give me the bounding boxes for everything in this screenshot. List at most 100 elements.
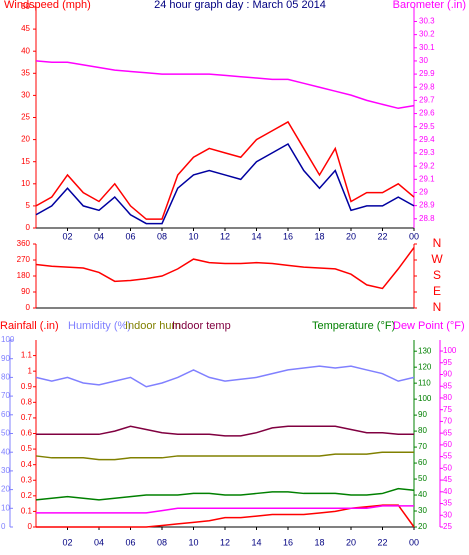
y-tick-label: 28.8 xyxy=(419,214,435,223)
x-tick-label: 10 xyxy=(188,537,198,547)
x-tick-label: 12 xyxy=(220,537,230,547)
y-tick-label: 60 xyxy=(418,458,427,467)
y-tick-label: 90 xyxy=(418,410,427,419)
series-line xyxy=(36,505,414,514)
y-tick-label: N xyxy=(433,236,442,250)
y-tick-label: 85 xyxy=(443,381,452,390)
y-tick-label: 29 xyxy=(419,188,428,197)
y-tick-label: 10 xyxy=(21,179,30,188)
series-line xyxy=(35,143,415,225)
y-tick-label: 45 xyxy=(21,24,30,33)
y-tick-label: 30 xyxy=(443,510,452,519)
y-tick-label: 0 xyxy=(26,303,31,312)
y-tick-label: 110 xyxy=(418,378,431,387)
y-tick-label: 75 xyxy=(443,405,452,414)
legend-label: Indoor temp xyxy=(172,320,231,332)
legend-label: Windspeed (mph) xyxy=(4,0,91,11)
y-tick-label: 5 xyxy=(26,201,31,210)
y-tick-label: 0.2 xyxy=(21,491,33,500)
x-tick-label: 20 xyxy=(346,231,356,241)
x-tick-label: 18 xyxy=(314,231,324,241)
x-tick-label: 18 xyxy=(314,537,324,547)
x-tick-label: 06 xyxy=(125,537,135,547)
y-tick-label: 0.5 xyxy=(21,444,33,453)
y-tick-label: 29.2 xyxy=(419,161,435,170)
y-tick-label: 120 xyxy=(418,362,432,371)
y-tick-label: 270 xyxy=(17,255,31,264)
y-tick-label: 10 xyxy=(1,503,10,512)
y-tick-label: 29.4 xyxy=(419,135,435,144)
y-tick-label: 30 xyxy=(21,91,30,100)
x-tick-label: 22 xyxy=(377,231,387,241)
y-tick-label: 45 xyxy=(443,475,452,484)
x-tick-label: 04 xyxy=(94,231,104,241)
y-tick-label: 29.3 xyxy=(419,148,435,157)
y-tick-label: 0.1 xyxy=(21,507,33,516)
y-tick-label: 50 xyxy=(1,429,10,438)
x-tick-label: 14 xyxy=(251,537,261,547)
chart-title: 24 hour graph day : March 05 2014 xyxy=(154,0,326,11)
series-line xyxy=(35,247,415,290)
y-tick-label: 29.9 xyxy=(419,69,435,78)
x-tick-label: 06 xyxy=(125,231,135,241)
series-line xyxy=(35,451,414,461)
y-tick-label: 0 xyxy=(26,223,31,232)
y-tick-label: 90 xyxy=(443,370,452,379)
y-tick-label: 90 xyxy=(21,287,30,296)
y-tick-label: 0.7 xyxy=(21,413,33,422)
x-tick-label: 16 xyxy=(283,537,293,547)
y-tick-label: 30.2 xyxy=(419,30,435,39)
y-tick-label: E xyxy=(433,284,441,298)
y-tick-label: 40 xyxy=(1,447,10,456)
y-tick-label: 28.9 xyxy=(419,201,435,210)
legend-label: Barometer (.in) xyxy=(393,0,466,11)
x-tick-label: 14 xyxy=(251,231,261,241)
y-tick-label: 35 xyxy=(21,68,30,77)
y-tick-label: S xyxy=(433,268,441,282)
y-tick-label: 90 xyxy=(1,354,10,363)
y-tick-label: 29.7 xyxy=(419,96,435,105)
x-tick-label: 00 xyxy=(409,537,419,547)
series-line xyxy=(35,120,415,220)
y-tick-label: 130 xyxy=(418,346,432,355)
y-tick-label: 30 xyxy=(1,466,10,475)
y-tick-label: 55 xyxy=(443,452,452,461)
y-tick-label: 0 xyxy=(28,522,33,531)
y-tick-label: 100 xyxy=(1,335,15,344)
y-tick-label: 80 xyxy=(443,393,452,402)
y-tick-label: 0.6 xyxy=(21,429,33,438)
y-tick-label: 60 xyxy=(1,410,10,419)
y-tick-label: 20 xyxy=(418,522,427,531)
y-tick-label: 0 xyxy=(1,522,6,531)
x-tick-label: 08 xyxy=(157,537,167,547)
y-tick-label: 40 xyxy=(443,487,452,496)
y-tick-label: 40 xyxy=(418,490,427,499)
y-tick-label: 70 xyxy=(418,442,427,451)
y-tick-label: 30.1 xyxy=(419,43,435,52)
y-tick-label: 20 xyxy=(1,485,10,494)
x-tick-label: 00 xyxy=(409,231,419,241)
x-tick-label: 02 xyxy=(62,537,72,547)
series-line xyxy=(35,487,415,501)
y-tick-label: 30 xyxy=(419,56,428,65)
y-tick-label: 50 xyxy=(443,463,452,472)
y-tick-label: 65 xyxy=(443,428,452,437)
y-tick-label: 95 xyxy=(443,358,452,367)
y-tick-label: 29.8 xyxy=(419,82,435,91)
y-tick-label: 30.3 xyxy=(419,17,435,26)
y-tick-label: 50 xyxy=(21,2,30,11)
y-tick-label: 0.4 xyxy=(21,460,33,469)
legend-label: Indoor hum xyxy=(125,320,181,332)
y-tick-label: 70 xyxy=(443,417,452,426)
y-tick-label: 0.9 xyxy=(21,382,33,391)
legend-label: Temperature (°F) xyxy=(312,320,395,332)
y-tick-label: 0.3 xyxy=(21,475,33,484)
y-tick-label: 35 xyxy=(443,499,452,508)
y-tick-label: 70 xyxy=(1,391,10,400)
series-line xyxy=(35,60,415,110)
x-tick-label: 20 xyxy=(346,537,356,547)
y-tick-label: 20 xyxy=(21,135,30,144)
y-tick-label: 25 xyxy=(21,113,30,122)
legend-label: Dew Point (°F) xyxy=(393,320,465,332)
